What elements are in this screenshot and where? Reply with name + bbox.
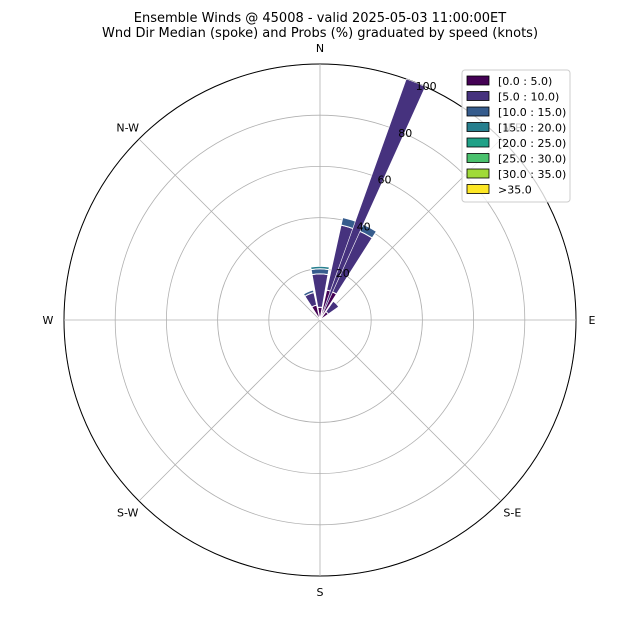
grid-spoke-S-E bbox=[319, 319, 502, 502]
radial-tick-label-100: 100 bbox=[416, 80, 437, 93]
legend-entry-4: [20.0 : 25.0) bbox=[498, 137, 566, 150]
legend-entry-1: [5.0 : 10.0) bbox=[498, 91, 559, 104]
radial-tick-label-40: 40 bbox=[357, 220, 371, 233]
legend-swatch-3 bbox=[466, 122, 490, 132]
legend-entry-3: [15.0 : 20.0) bbox=[498, 122, 566, 135]
chart-subtitle: Wnd Dir Median (spoke) and Probs (%) gra… bbox=[101, 26, 539, 41]
legend-swatch-2 bbox=[466, 106, 490, 117]
sector-0-bin-3 bbox=[310, 265, 330, 271]
chart-title: Ensemble Winds @ 45008 - valid 2025-05-0… bbox=[133, 11, 507, 26]
legend-swatch-4 bbox=[466, 137, 490, 148]
direction-label-N: N bbox=[316, 42, 324, 55]
legend-swatch-5 bbox=[466, 153, 490, 163]
grid-spoke-N-W bbox=[138, 138, 321, 321]
legend-swatch-7 bbox=[466, 184, 490, 194]
legend-swatch-6 bbox=[466, 168, 490, 179]
sector-3-bin-2 bbox=[302, 289, 315, 297]
median-direction-spoke bbox=[319, 78, 426, 321]
legend: [0.0 : 5.0) [5.0 : 10.0) [10.0 : 15.0) [15.… bbox=[461, 69, 571, 203]
chart-title-block: Ensemble Winds @ 45008 - valid 2025-05-0… bbox=[0, 11, 640, 41]
legend-swatch-1 bbox=[466, 91, 490, 101]
legend-entry-0: [0.0 : 5.0) bbox=[498, 75, 552, 88]
legend-swatch-0 bbox=[466, 75, 490, 86]
legend-entry-5: [25.0 : 30.0) bbox=[498, 153, 566, 166]
direction-label-S-E: S-E bbox=[503, 506, 521, 519]
sector-2-bin-1 bbox=[325, 300, 340, 315]
wind-sectors bbox=[302, 78, 426, 321]
direction-label-N-W: N-W bbox=[116, 122, 139, 135]
legend-entry-7: >35.0 bbox=[498, 184, 532, 197]
radial-tick-label-60: 60 bbox=[377, 174, 391, 187]
direction-label-W: W bbox=[43, 314, 54, 327]
legend-entry-6: [30.0 : 35.0) bbox=[498, 168, 566, 181]
direction-label-E: E bbox=[589, 314, 596, 327]
radial-tick-label-20: 20 bbox=[336, 267, 350, 280]
grid-spoke-S-W bbox=[138, 319, 321, 502]
radial-tick-label-80: 80 bbox=[398, 127, 412, 140]
direction-label-S: S bbox=[317, 586, 324, 599]
polar-grid bbox=[63, 63, 577, 577]
legend-entry-2: [10.0 : 15.0) bbox=[498, 106, 566, 119]
direction-label-S-W: S-W bbox=[117, 506, 139, 519]
